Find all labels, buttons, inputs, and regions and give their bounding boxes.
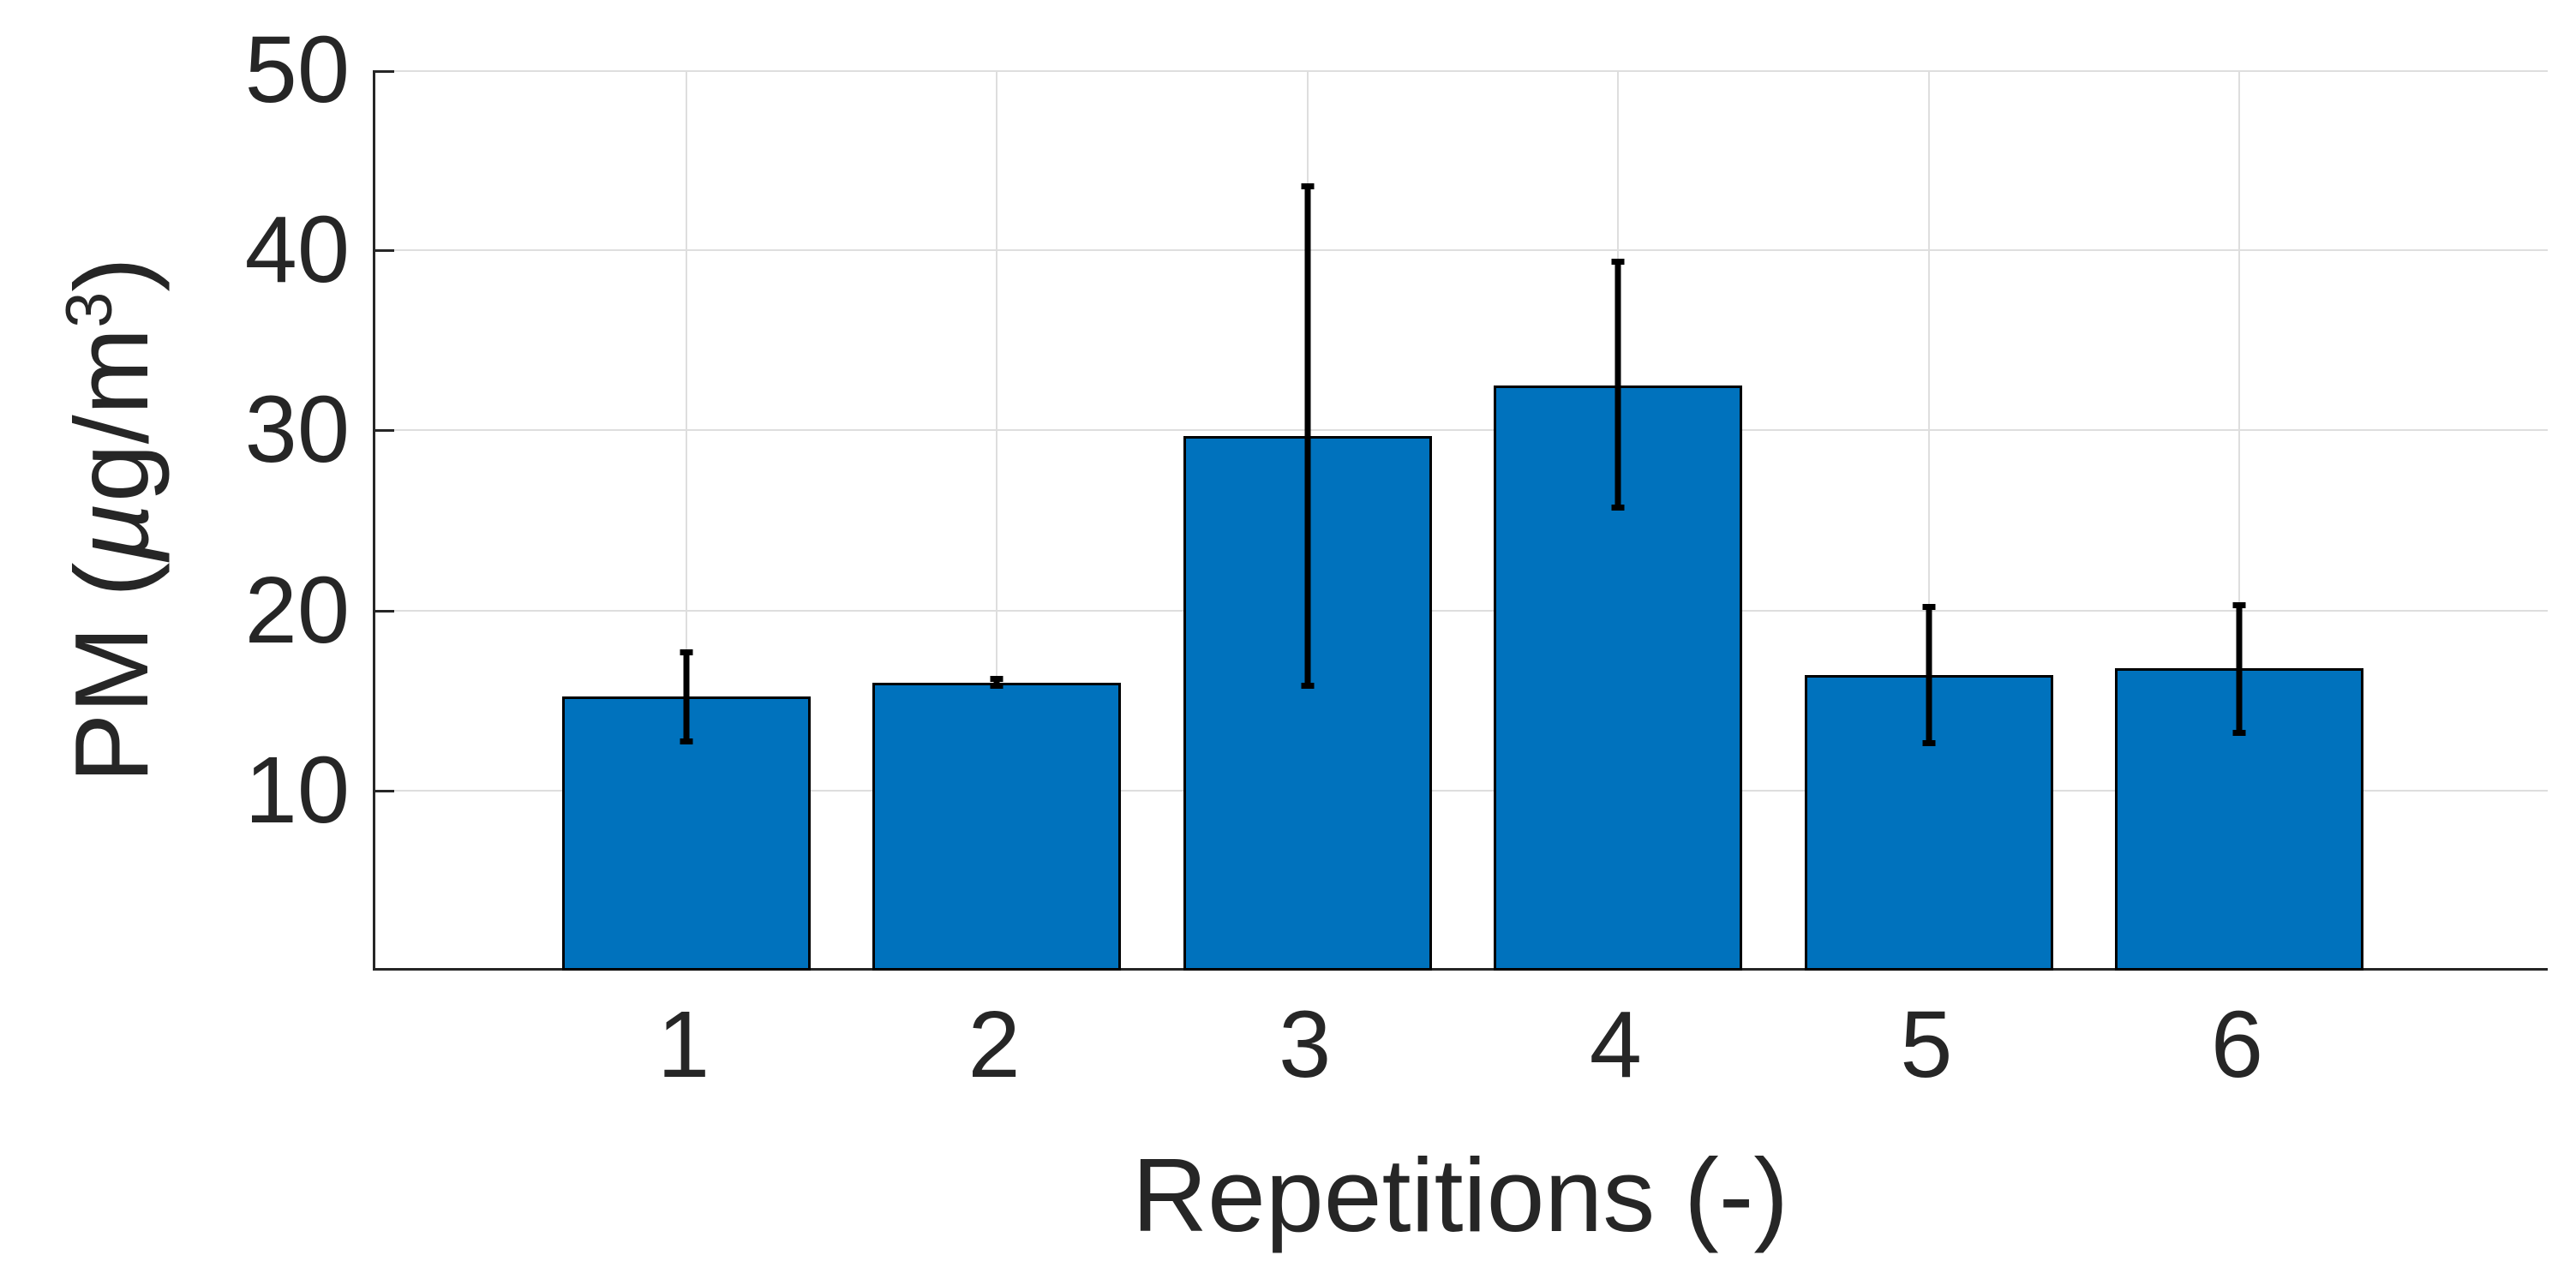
- error-bar-cap-top: [1611, 258, 1625, 265]
- error-bar-cap-bottom: [1301, 682, 1315, 689]
- error-bar-line: [2236, 605, 2243, 733]
- y-tick-mark: [375, 789, 394, 792]
- mu-symbol: µ: [52, 502, 170, 563]
- error-bar-cap-bottom: [1922, 740, 1936, 747]
- h-gridline: [375, 789, 2548, 792]
- error-bar-line: [993, 678, 1000, 686]
- y-axis-label: PM (µg/m3): [49, 257, 174, 783]
- error-bar-cap-top: [2232, 602, 2246, 609]
- error-bar-cap-bottom: [680, 738, 693, 745]
- y-tick-label: 40: [244, 197, 350, 303]
- x-axis-label: Repetitions (-): [1131, 1137, 1789, 1253]
- error-bar-cap-bottom: [1611, 504, 1625, 511]
- error-bar-cap-top: [1922, 604, 1936, 611]
- y-tick-label: 50: [244, 17, 350, 123]
- x-tick-label: 5: [1900, 992, 1953, 1097]
- x-tick-label: 6: [2210, 992, 2264, 1097]
- v-gridline: [996, 70, 998, 968]
- h-gridline: [375, 429, 2548, 432]
- v-gridline: [685, 70, 687, 968]
- plot-area: [373, 70, 2548, 971]
- error-bar-cap-bottom: [990, 682, 1003, 689]
- y-tick-mark: [375, 70, 394, 73]
- error-bar-cap-bottom: [2232, 729, 2246, 736]
- v-gridline: [1927, 70, 1930, 968]
- error-bar-line: [683, 651, 690, 743]
- error-bar-cap-top: [990, 676, 1003, 683]
- error-bar-cap-top: [680, 648, 693, 655]
- y-tick-label: 30: [244, 377, 350, 483]
- y-tick-mark: [375, 609, 394, 613]
- h-gridline: [375, 609, 2548, 612]
- x-tick-label: 2: [967, 992, 1021, 1097]
- x-tick-label: 1: [656, 992, 710, 1097]
- y-tick-label: 20: [244, 557, 350, 663]
- x-tick-label: 4: [1589, 992, 1642, 1097]
- h-gridline: [375, 70, 2548, 72]
- error-bar-cap-top: [1301, 182, 1315, 189]
- error-bar-line: [1304, 185, 1311, 686]
- y-tick-mark: [375, 429, 394, 433]
- y-tick-label: 10: [244, 737, 350, 843]
- v-gridline: [2238, 70, 2241, 968]
- bar: [872, 682, 1122, 971]
- h-gridline: [375, 249, 2548, 252]
- error-bar-line: [1926, 607, 1932, 744]
- error-bar-line: [1614, 260, 1621, 508]
- x-tick-label: 3: [1279, 992, 1332, 1097]
- y-tick-mark: [375, 249, 394, 253]
